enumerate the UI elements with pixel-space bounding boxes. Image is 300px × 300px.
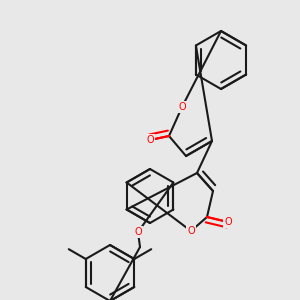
Text: O: O <box>224 217 232 227</box>
Text: O: O <box>178 102 186 112</box>
Text: O: O <box>146 135 154 145</box>
Text: O: O <box>187 226 195 236</box>
Text: O: O <box>134 227 142 237</box>
